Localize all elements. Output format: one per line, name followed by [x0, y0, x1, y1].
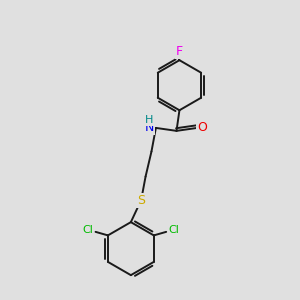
Text: Cl: Cl [82, 225, 93, 235]
Text: Cl: Cl [168, 225, 179, 235]
Text: O: O [197, 122, 207, 134]
Text: S: S [137, 194, 145, 207]
Text: F: F [176, 45, 183, 58]
Text: N: N [145, 122, 154, 134]
Text: H: H [145, 115, 154, 125]
